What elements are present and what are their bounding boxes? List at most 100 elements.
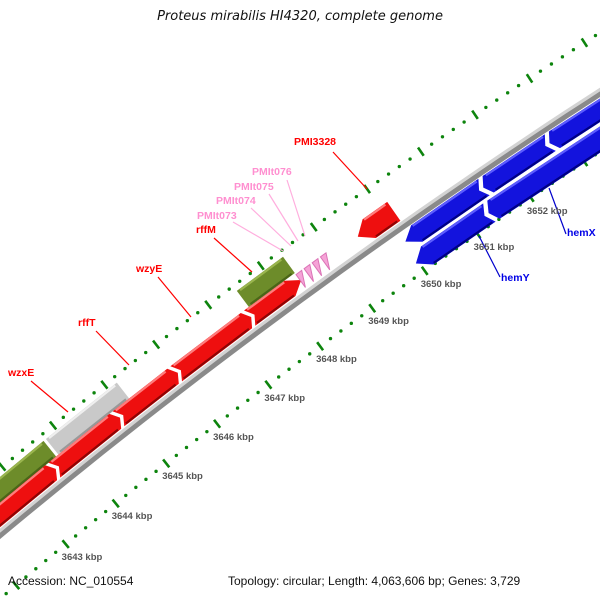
status-bar: Accession: NC_010554 Topology: circular;… <box>0 566 600 600</box>
ruler-dot <box>174 453 179 458</box>
ruler-dot <box>4 591 8 596</box>
gene-red-4[interactable] <box>170 313 253 382</box>
gene-red-1[interactable] <box>0 465 58 542</box>
ruler-major-tick <box>471 109 479 120</box>
ruler-dot <box>30 440 35 444</box>
ruler-major-tick <box>264 379 273 390</box>
ruler-major-tick <box>162 458 171 469</box>
leader-line-PMIt074 <box>250 207 292 247</box>
ruler-dot <box>184 445 189 450</box>
ruler-major-tick <box>61 539 70 549</box>
ruler-dot <box>360 314 364 318</box>
status-topology: Topology: circular; Length: 4,063,606 bp… <box>228 574 521 588</box>
ruler-dot <box>44 558 48 563</box>
gene-red-3[interactable] <box>112 368 179 427</box>
ruler-dot <box>484 105 488 110</box>
leader-line-PMIt075 <box>268 193 299 242</box>
gene-red-1-bevel-dark <box>0 480 55 527</box>
gene-blue-2a-bevel-dark <box>433 221 494 264</box>
gene-PMI3328-gene[interactable] <box>357 201 401 238</box>
ruler-dot <box>71 407 76 411</box>
leader-line-hemY <box>478 235 501 278</box>
ruler-dot <box>516 83 521 88</box>
ruler-dot <box>24 575 28 579</box>
ruler-dot <box>287 367 291 371</box>
ruler-dot <box>408 157 412 161</box>
ruler-dot <box>123 366 127 371</box>
ruler-major-tick <box>416 146 425 157</box>
gene-blue-2b[interactable] <box>487 86 600 219</box>
ruler-dot <box>386 172 391 176</box>
gene-red-5[interactable] <box>244 280 302 326</box>
ruler-dot <box>133 358 138 363</box>
ruler-dot <box>225 414 230 418</box>
gene-olive-2-bevel-light <box>239 258 283 292</box>
ruler-dot <box>20 448 25 452</box>
ruler-dot <box>256 390 260 395</box>
gene-red-2-bevel-dark <box>61 428 119 476</box>
leader-line-rffM <box>213 237 253 273</box>
ruler-major-tick <box>100 380 109 390</box>
ruler-dot <box>61 415 66 420</box>
ruler-major-tick <box>580 37 589 48</box>
ruler-dot <box>103 509 108 514</box>
ruler-dot <box>83 526 88 530</box>
ruler-dot <box>246 398 250 402</box>
gene-blue-1c[interactable] <box>548 67 600 149</box>
ruler-dot <box>401 284 406 288</box>
trna-arrow-3[interactable] <box>311 257 323 276</box>
ruler-dot <box>397 164 402 169</box>
gene-red-2[interactable] <box>48 413 122 478</box>
ruler-dot <box>134 485 138 490</box>
trna-arrow-1[interactable] <box>295 269 306 288</box>
gene-olive-1-bevel-light <box>0 442 43 480</box>
page-title: Proteus mirabilis HI4320, complete genom… <box>157 9 443 24</box>
gene-red-3-bevel-dark <box>125 383 177 425</box>
ruler-dot <box>41 432 45 436</box>
ruler-dot <box>196 311 200 315</box>
ruler-dot <box>571 48 576 52</box>
ruler-dot <box>429 142 434 146</box>
leader-line-PMIt076 <box>286 179 306 237</box>
ruler-dot <box>505 91 510 95</box>
ruler-dot <box>349 321 354 326</box>
ruler-dot <box>73 534 78 538</box>
ruler-dot <box>333 210 337 214</box>
ruler-dot <box>538 69 543 73</box>
gene-olive-2[interactable] <box>236 256 295 307</box>
gene-olive-1[interactable] <box>0 440 57 541</box>
ruler-dot <box>53 550 58 555</box>
ruler-dot <box>412 276 416 280</box>
ruler-dot <box>440 135 445 139</box>
gene-blue-1b[interactable] <box>482 134 556 193</box>
ruler-dot <box>34 567 38 571</box>
ruler-major-tick <box>256 260 265 271</box>
gene-blue-1a-bevel-light <box>411 180 478 227</box>
ruler-dot <box>344 202 348 206</box>
leader-line-PMI3328 <box>332 151 368 190</box>
gene-red-2-bevel-light <box>50 415 109 463</box>
ruler-dot <box>93 517 98 522</box>
trna-arrow-2[interactable] <box>303 263 314 282</box>
ruler-major-tick <box>111 498 120 509</box>
ruler-dot <box>175 326 179 331</box>
gene-blue-2a[interactable] <box>415 203 496 265</box>
ruler-dot <box>322 217 327 222</box>
ruler-major-tick <box>316 341 325 352</box>
gene-gray-gene[interactable] <box>45 382 130 455</box>
ruler-dot <box>185 318 190 323</box>
gene-red-4-bevel-light <box>172 314 240 367</box>
leader-line-wzyE <box>157 276 192 318</box>
gene-red-1-bevel-light <box>0 467 45 506</box>
ruler-dot <box>10 456 15 461</box>
ruler-dot <box>124 493 128 498</box>
ruler-dot <box>238 279 242 283</box>
trna-arrow-4[interactable] <box>319 251 331 271</box>
genome-backbone-highlight <box>0 87 600 533</box>
ruler-dot <box>92 391 96 395</box>
ruler-dot <box>290 240 295 245</box>
gene-red-5-bevel-light <box>246 281 285 311</box>
ruler-dot <box>339 329 343 333</box>
gene-blue-1a[interactable] <box>405 178 490 242</box>
